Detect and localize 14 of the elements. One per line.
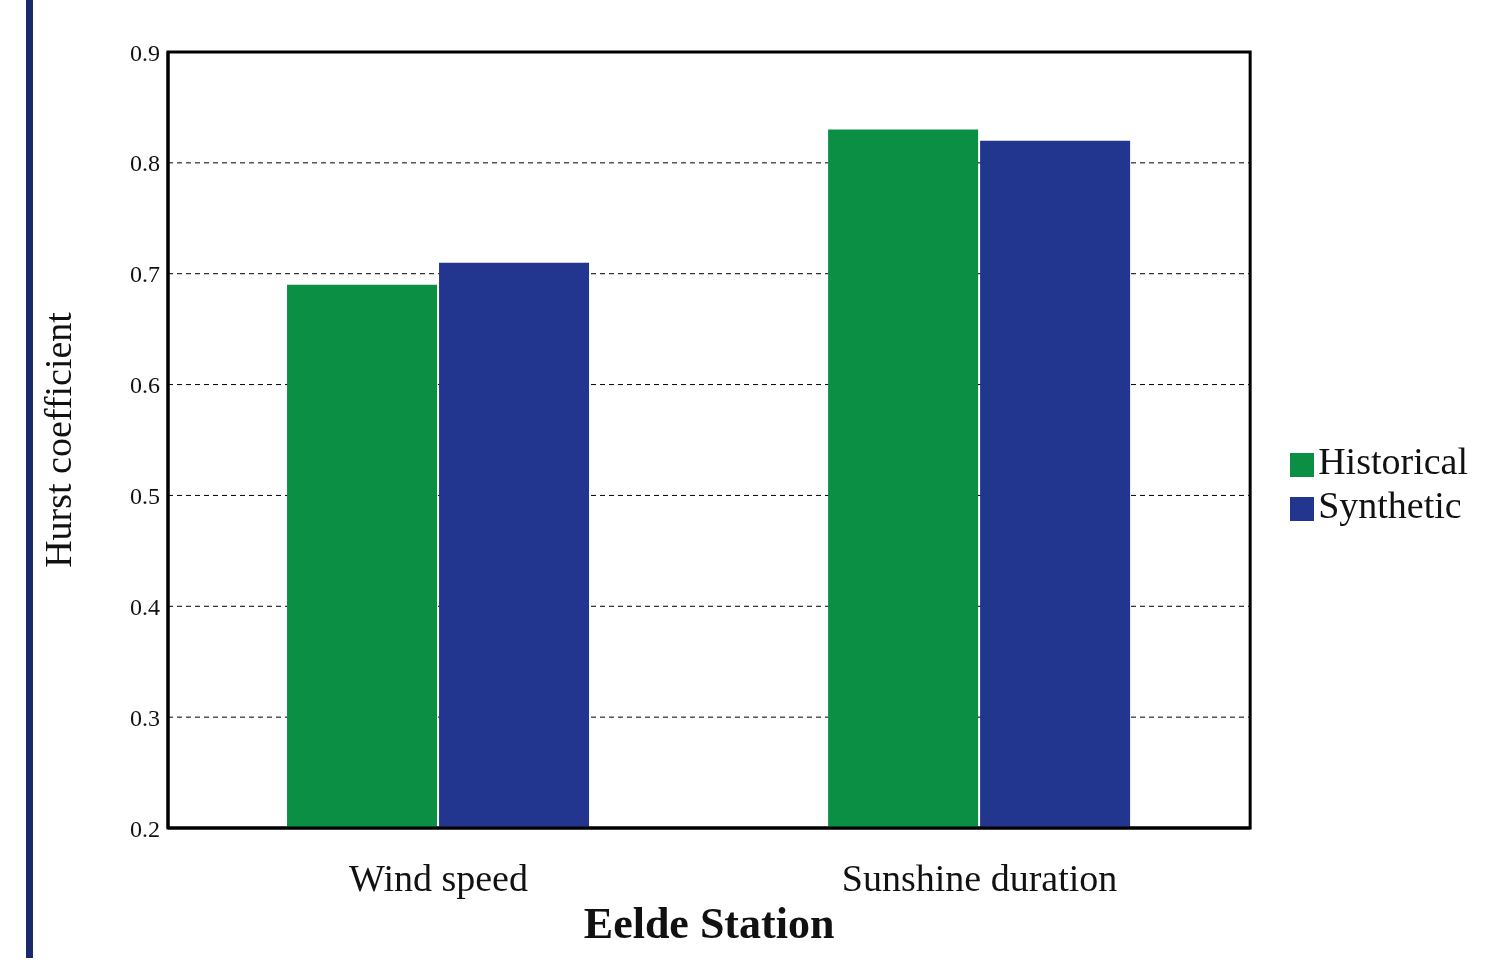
x-tick-label: Wind speed: [349, 856, 528, 899]
x-axis-title: Eelde Station: [583, 899, 835, 948]
y-tick-label: 0.9: [130, 39, 160, 66]
y-tick-label: 0.5: [130, 482, 160, 509]
y-tick-label: 0.8: [130, 150, 160, 177]
y-tick-label: 0.2: [130, 815, 160, 842]
y-tick-label: 0.6: [130, 372, 160, 399]
y-tick-label: 0.3: [130, 704, 160, 731]
legend-label: Historical: [1318, 440, 1468, 482]
y-tick-label: 0.7: [130, 261, 160, 288]
y-axis-title: Hurst coefficient: [37, 311, 80, 568]
x-tick-label: Sunshine duration: [841, 856, 1118, 899]
y-tick-label: 0.4: [130, 593, 160, 620]
legend-label: Synthetic: [1318, 484, 1462, 526]
